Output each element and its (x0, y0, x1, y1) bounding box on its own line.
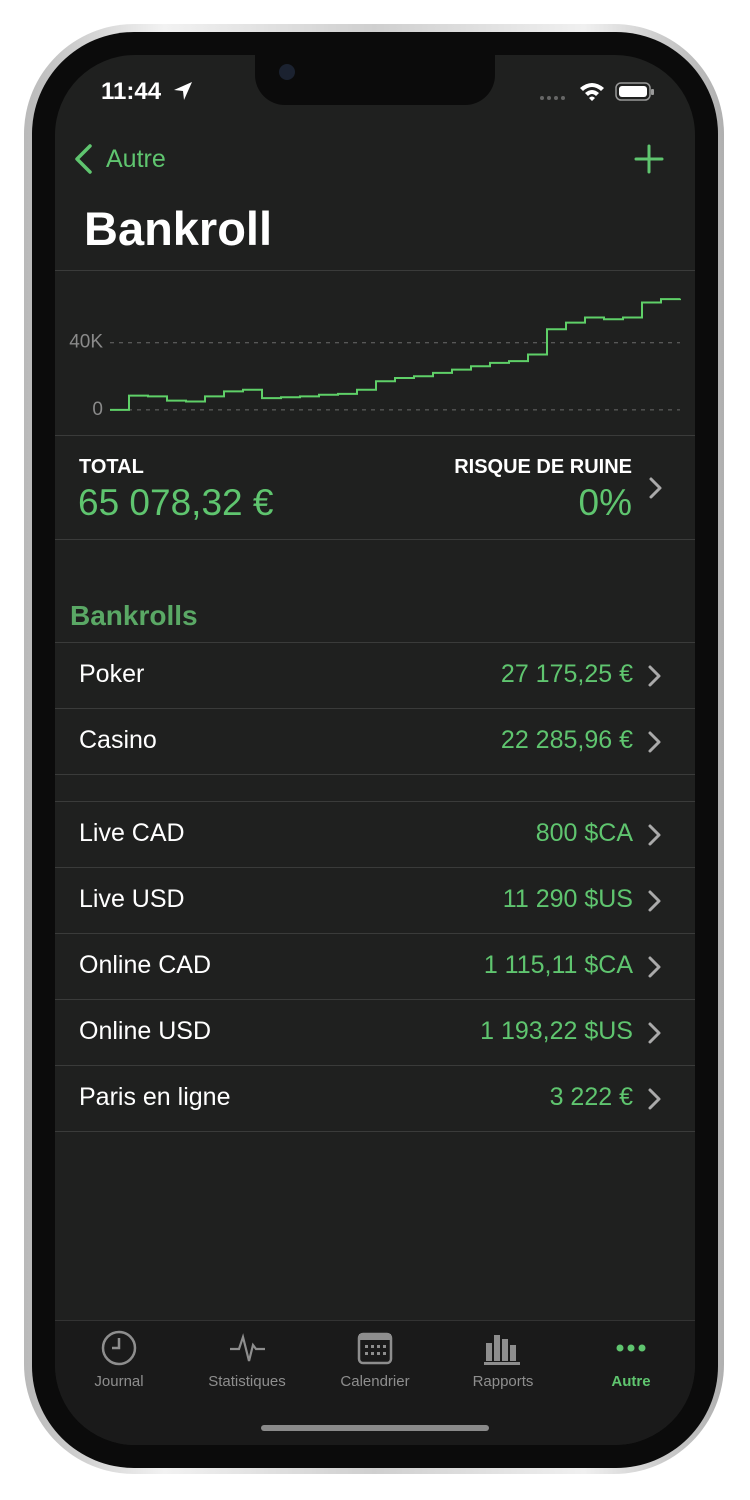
bankroll-name: Poker (79, 660, 145, 688)
tab-icon (484, 1335, 520, 1365)
risk-value: 0% (578, 482, 632, 523)
chevron-path (648, 731, 661, 753)
tab-bar-bg (55, 1320, 695, 1445)
separator (55, 708, 695, 709)
chevron-path (648, 956, 661, 978)
bankroll-name: Live CAD (79, 819, 185, 847)
chevron-path (648, 1022, 661, 1044)
bankroll-row[interactable]: Live CAD 800 $CA (55, 801, 695, 867)
bankroll-name: Paris en ligne (79, 1083, 231, 1111)
back-chevron[interactable] (72, 143, 96, 175)
bankroll-row[interactable]: Online USD 1 193,22 $US (55, 999, 695, 1065)
y-tick-label: 40K (69, 332, 103, 353)
section-header: Bankrolls (70, 600, 198, 631)
bankroll-row[interactable]: Poker 27 175,25 € (55, 642, 695, 708)
tab-icon (357, 1332, 393, 1365)
chevron (648, 824, 661, 846)
bankroll-name: Casino (79, 726, 157, 754)
tab-label: Rapports (472, 1373, 534, 1390)
bankroll-value: 27 175,25 € (500, 660, 633, 688)
chevron-path (648, 824, 661, 846)
bankroll-value: 1 193,22 $US (480, 1017, 633, 1045)
bankroll-row[interactable]: Casino 22 285,96 € (55, 708, 695, 774)
tab-icon (101, 1330, 137, 1366)
separator (55, 435, 695, 436)
separator (55, 867, 695, 868)
tab-label: Autre (611, 1373, 651, 1390)
location-icon (174, 82, 192, 100)
home-indicator (261, 1425, 489, 1431)
bankroll-value: 1 115,11 $CA (483, 951, 633, 979)
chevron (648, 1022, 661, 1044)
notch (255, 55, 495, 105)
bankroll-value: 22 285,96 € (500, 726, 633, 754)
chevron-path (648, 1088, 661, 1110)
bankroll-chart[interactable]: 0 40K (55, 271, 695, 435)
chevron (648, 665, 661, 687)
tab-label: Journal (94, 1373, 144, 1390)
risk-label: RISQUE DE RUINE (454, 456, 632, 478)
tab-icon (230, 1333, 265, 1362)
tab-label: Statistiques (208, 1373, 286, 1390)
back-button[interactable]: Autre (106, 145, 166, 173)
tab-icon (616, 1344, 646, 1352)
bankroll-line (110, 298, 681, 411)
chevron-path (648, 890, 661, 912)
chevron (648, 890, 661, 912)
separator (55, 774, 695, 775)
chevron (648, 1088, 661, 1110)
bankroll-value: 3 222 € (549, 1083, 633, 1111)
add-button[interactable] (634, 144, 664, 174)
bankroll-name: Online CAD (79, 951, 211, 979)
chevron (648, 956, 661, 978)
tab-label: Calendrier (340, 1373, 410, 1390)
bankroll-name: Live USD (79, 885, 185, 913)
separator (55, 270, 695, 271)
bankroll-row[interactable]: Online CAD 1 115,11 $CA (55, 933, 695, 999)
total-value: 65 078,32 € (78, 482, 274, 523)
chevron-path (648, 665, 661, 687)
status-time: 11:44 (101, 78, 162, 105)
separator (55, 642, 695, 643)
separator (55, 999, 695, 1000)
y-tick-label: 0 (92, 399, 103, 420)
total-label: TOTAL (79, 456, 144, 478)
screen (55, 55, 695, 1445)
chevron[interactable] (648, 476, 664, 500)
chevron (648, 731, 661, 753)
separator (55, 1065, 695, 1066)
status-icons (540, 82, 654, 101)
separator (55, 933, 695, 934)
bankroll-value: 800 $CA (535, 819, 633, 847)
separator (55, 539, 695, 540)
bankroll-value: 11 290 $US (502, 885, 633, 913)
separator (55, 801, 695, 802)
bankroll-row[interactable]: Live USD 11 290 $US (55, 867, 695, 933)
separator (55, 1131, 695, 1132)
bankroll-name: Online USD (79, 1017, 211, 1045)
page-title: Bankroll (84, 202, 273, 255)
bankroll-row[interactable]: Paris en ligne 3 222 € (55, 1065, 695, 1131)
